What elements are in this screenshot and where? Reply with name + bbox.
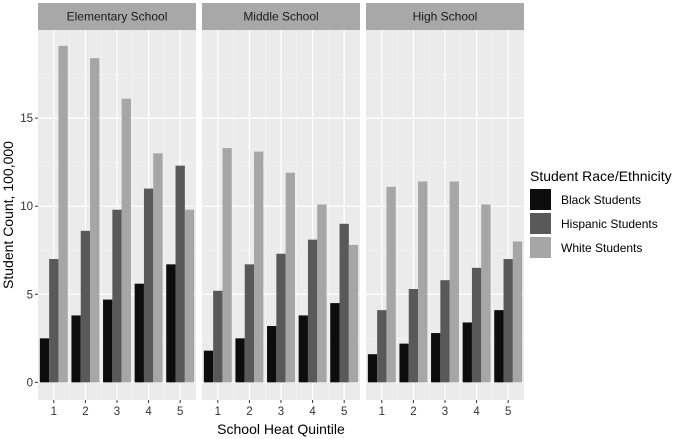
bar-black-students: [166, 264, 176, 383]
bar-black-students: [134, 283, 144, 383]
x-axis-title: School Heat Quintile: [217, 421, 345, 437]
legend-key: [530, 213, 551, 234]
bar-white-students: [222, 148, 232, 383]
x-tick-label: 2: [82, 406, 88, 418]
bar-white-students: [121, 98, 131, 383]
x-tick-label: 1: [51, 406, 57, 418]
bar-black-students: [203, 350, 214, 383]
legend-label: White Students: [561, 241, 642, 255]
bar-hispanic-students: [244, 264, 255, 383]
bar-hispanic-students: [307, 239, 318, 383]
legend-label: Black Students: [561, 193, 641, 207]
bar-hispanic-students: [49, 259, 59, 383]
bar-white-students: [386, 186, 396, 383]
bar-black-students: [367, 354, 378, 383]
bar-black-students: [431, 333, 441, 383]
bar-white-students: [58, 45, 68, 383]
facet-strip: [366, 3, 524, 30]
y-tick-label: 10: [20, 201, 33, 213]
x-tick-label: 1: [379, 406, 385, 418]
bar-hispanic-students: [175, 165, 185, 383]
bar-black-students: [298, 315, 308, 383]
x-tick-label: 5: [341, 406, 347, 418]
bar-white-students: [512, 241, 523, 383]
bar-white-students: [418, 181, 428, 383]
bar-black-students: [330, 303, 340, 383]
x-tick-label: 5: [177, 406, 183, 418]
bar-hispanic-students: [471, 267, 482, 383]
x-tick-label: 1: [215, 406, 221, 418]
legend-key: [530, 237, 551, 258]
y-axis-title: Student Count, 100,000: [0, 141, 16, 289]
facet-title: Elementary School: [67, 10, 168, 24]
bar-hispanic-students: [339, 223, 349, 383]
bar-black-students: [494, 310, 504, 383]
y-tick-label: 15: [20, 113, 33, 125]
bar-white-students: [449, 181, 459, 383]
y-tick-label: 0: [27, 377, 33, 389]
bar-white-students: [153, 153, 163, 383]
facet-title: High School: [413, 10, 478, 24]
bar-hispanic-students: [503, 259, 513, 383]
legend-label: Hispanic Students: [561, 217, 658, 231]
bar-hispanic-students: [377, 310, 387, 383]
legend-key: [530, 189, 551, 210]
x-tick-label: 2: [410, 406, 416, 418]
x-tick-label: 3: [278, 406, 284, 418]
bar-hispanic-students: [112, 209, 122, 383]
y-tick-label: 5: [27, 289, 33, 301]
x-tick-label: 3: [442, 406, 448, 418]
bar-hispanic-students: [80, 230, 91, 383]
facet-title: Middle School: [243, 10, 318, 24]
x-tick-label: 5: [505, 406, 511, 418]
x-tick-label: 4: [309, 406, 316, 418]
x-tick-label: 4: [145, 406, 152, 418]
bar-white-students: [254, 151, 264, 383]
bar-black-students: [399, 343, 409, 383]
bar-hispanic-students: [440, 280, 450, 383]
bar-white-students: [317, 204, 327, 383]
bar-hispanic-students: [408, 289, 419, 383]
bar-white-students: [481, 204, 491, 383]
bar-white-students: [90, 58, 100, 383]
bar-white-students: [184, 209, 195, 383]
bar-hispanic-students: [213, 290, 223, 383]
x-tick-label: 4: [473, 406, 480, 418]
x-tick-label: 3: [114, 406, 120, 418]
bar-hispanic-students: [276, 253, 286, 383]
bar-black-students: [103, 299, 113, 383]
legend-title: Student Race/Ethnicity: [530, 168, 672, 184]
bar-white-students: [285, 172, 295, 383]
facet-strip: [38, 3, 196, 30]
bar-black-students: [235, 338, 245, 383]
facet-strip: [202, 3, 360, 30]
bar-black-students: [462, 322, 472, 383]
bar-black-students: [267, 326, 277, 383]
bar-black-students: [39, 338, 50, 383]
bar-white-students: [348, 244, 359, 383]
bar-black-students: [71, 315, 81, 383]
bar-hispanic-students: [143, 188, 154, 383]
x-tick-label: 2: [246, 406, 252, 418]
